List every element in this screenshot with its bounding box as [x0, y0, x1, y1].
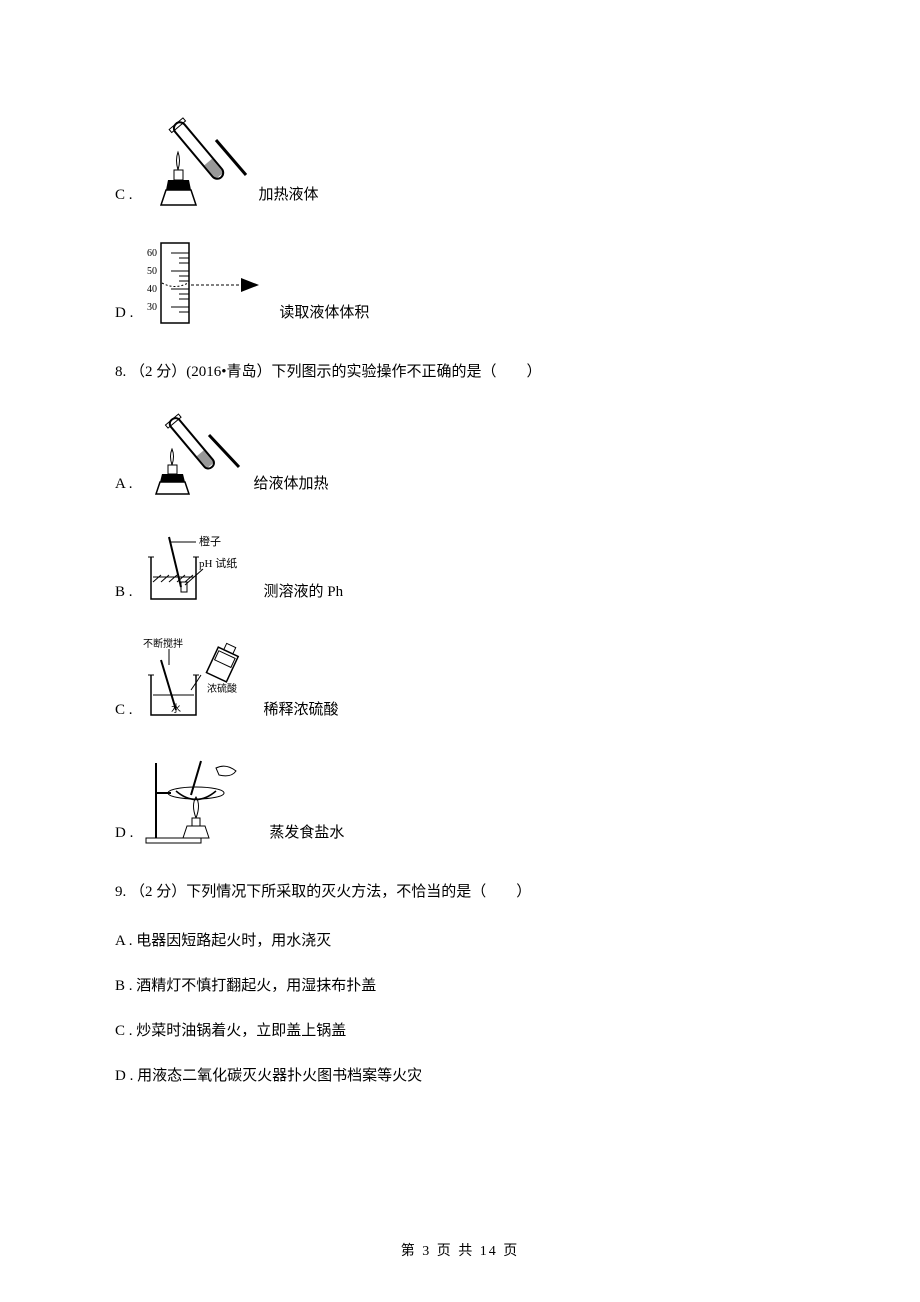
option-letter: D . — [115, 305, 133, 328]
q9-option-c: C . 炒菜时油锅着火，立即盖上锅盖 — [115, 1019, 805, 1040]
option-letter: A . — [115, 476, 133, 499]
svg-text:pH 试纸: pH 试纸 — [199, 557, 237, 570]
prev-option-d: D . 60 50 40 30 读取液体体积 — [115, 238, 805, 328]
svg-text:不断搅拌: 不断搅拌 — [143, 637, 183, 650]
q8-option-b: B . 橙子 pH 试纸 测溶液的 Ph — [115, 527, 805, 607]
q8-option-a: A . 给液体加热 — [115, 409, 805, 499]
q9-option-a: A . 电器因短路起火时，用水浇灭 — [115, 929, 805, 950]
page-footer: 第 3 页 共 14 页 — [0, 1240, 920, 1260]
q9-option-b: B . 酒精灯不慎打翻起火，用湿抹布扑盖 — [115, 974, 805, 995]
option-text: 稀释浓硫酸 — [264, 698, 339, 725]
svg-text:50: 50 — [147, 266, 157, 277]
svg-text:60: 60 — [147, 248, 157, 259]
option-text: 蒸发食盐水 — [269, 821, 344, 848]
q9-stem: 9. （2 分）下列情况下所采取的灭火方法，不恰当的是（ ） — [115, 880, 805, 901]
svg-text:浓硫酸: 浓硫酸 — [207, 682, 237, 695]
q8a-diagram — [141, 409, 246, 499]
option-letter: C . — [115, 702, 133, 725]
svg-text:40: 40 — [147, 284, 157, 295]
read-volume-diagram: 60 50 40 30 — [141, 238, 271, 328]
option-letter: C . — [115, 187, 133, 210]
option-text: 给液体加热 — [254, 472, 329, 499]
option-text: 加热液体 — [259, 183, 319, 210]
q8c-diagram: 不断搅拌 水 浓硫酸 — [141, 635, 256, 725]
option-letter: B . — [115, 584, 133, 607]
q9-option-d: D . 用液态二氧化碳灭火器扑火图书档案等火灾 — [115, 1064, 805, 1085]
q8b-diagram: 橙子 pH 试纸 — [141, 527, 256, 607]
svg-text:30: 30 — [147, 302, 157, 313]
heat-liquid-diagram — [141, 110, 251, 210]
q8-option-c: C . 不断搅拌 水 浓硫酸 稀释浓硫酸 — [115, 635, 805, 725]
q8-option-d: D . 蒸发食盐水 — [115, 753, 805, 848]
option-text: 测溶液的 Ph — [264, 580, 344, 607]
option-letter: D . — [115, 825, 133, 848]
option-text: 读取液体体积 — [279, 301, 369, 328]
prev-option-c: C . 加热液体 — [115, 110, 805, 210]
q8d-diagram — [141, 753, 261, 848]
q8-stem: 8. （2 分）(2016•青岛）下列图示的实验操作不正确的是（ ） — [115, 360, 805, 381]
svg-text:橙子: 橙子 — [199, 534, 221, 548]
